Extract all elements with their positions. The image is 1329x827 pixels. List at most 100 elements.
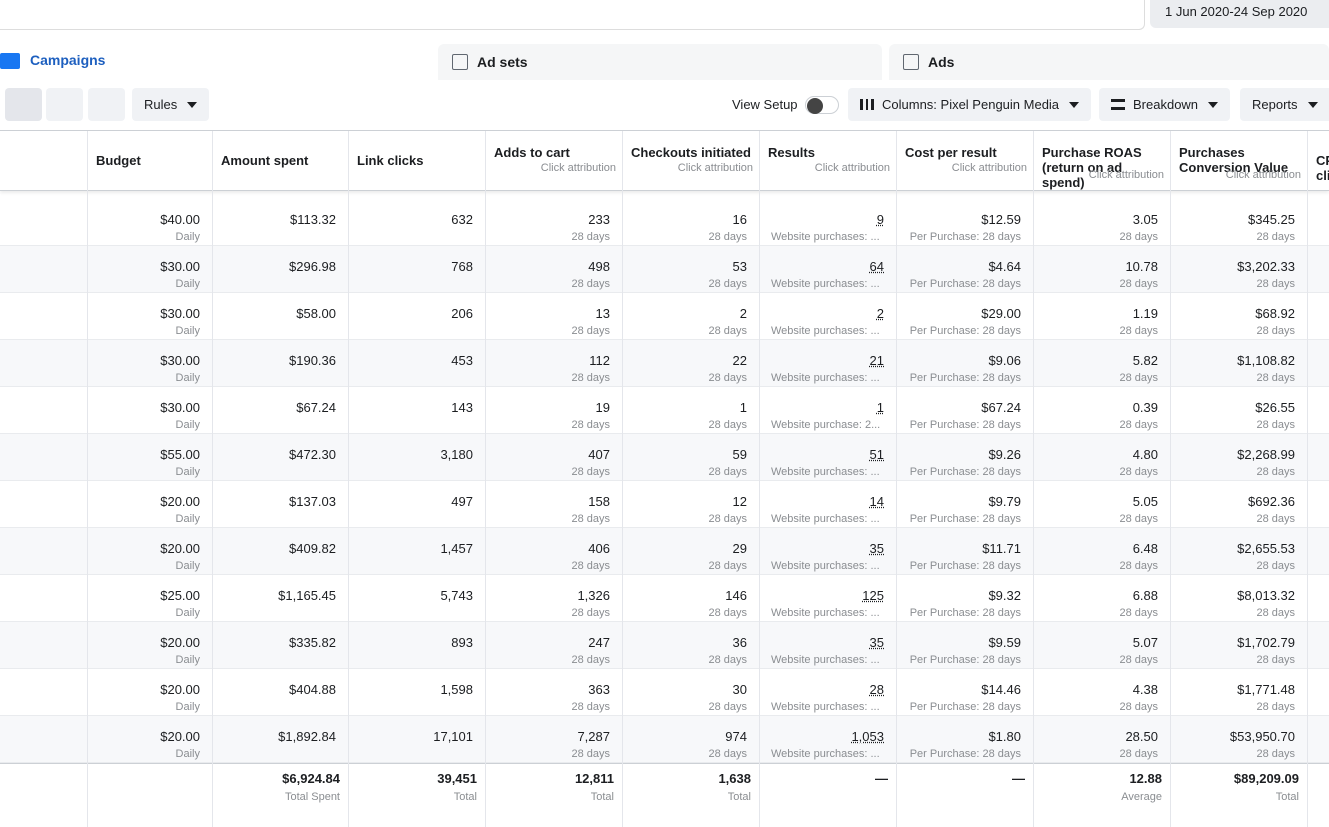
totals-row — [0, 763, 1329, 823]
label: Columns: Pixel Penguin Media — [882, 97, 1060, 112]
cell-value: 13 — [595, 306, 610, 321]
folder-icon — [0, 53, 20, 69]
column-header-sub: Click attribution — [677, 162, 753, 174]
ad-icon — [903, 54, 919, 70]
cell-value: 1,457 — [440, 541, 473, 556]
cell-value: $30.00 — [160, 259, 200, 274]
cell-value: $472.30 — [289, 447, 336, 462]
cell-sub: 28 days — [571, 701, 610, 713]
cell-sub: 28 days — [1256, 607, 1295, 619]
cell-sub: 28 days — [1256, 231, 1295, 243]
view-setup-toggle[interactable] — [805, 96, 839, 114]
cell-value: $53,950.70 — [1229, 729, 1295, 744]
cell-value: $2,655.53 — [1237, 541, 1295, 556]
tab-label: Ads — [928, 54, 955, 70]
cell-sub: Per Purchase: 28 days — [909, 419, 1021, 431]
tab-ads[interactable]: Ads — [889, 44, 1329, 80]
cell-value: 206 — [451, 306, 473, 321]
cell-value: 146 — [725, 588, 747, 603]
column-divider — [1170, 131, 1171, 827]
cell-value: 5.07 — [1132, 635, 1158, 650]
cell-sub: 28 days — [708, 560, 747, 572]
cell-sub: Daily — [175, 701, 200, 713]
columns-button[interactable]: Columns: Pixel Penguin Media — [848, 88, 1092, 121]
reports-button[interactable]: Reports — [1240, 88, 1329, 121]
cell-sub: 28 days — [571, 466, 610, 478]
row — [0, 246, 1329, 293]
cell-value: $9.06 — [988, 353, 1021, 368]
cell-value: 1 — [876, 400, 884, 415]
row — [0, 575, 1329, 622]
cell-value: $1.80 — [988, 729, 1021, 744]
cell-sub: Per Purchase: 28 days — [909, 701, 1021, 713]
cell-value: 28 — [869, 682, 884, 697]
row — [0, 481, 1329, 528]
view-setup-label: View Setup — [732, 97, 798, 112]
breakdown-button[interactable]: Breakdown — [1099, 88, 1231, 121]
cell-sub: Per Purchase: 28 days — [909, 513, 1021, 525]
rules-button[interactable]: Rules — [132, 88, 210, 121]
cell-value: $2,268.99 — [1237, 447, 1295, 462]
cell-sub: 28 days — [708, 278, 747, 290]
cell-value: 406 — [588, 541, 610, 556]
delete-button[interactable] — [5, 88, 42, 121]
cell-sub: 28 days — [1119, 513, 1158, 525]
label: Rules — [144, 97, 178, 112]
cell-value: 7,287 — [577, 729, 610, 744]
cell-value: 407 — [588, 447, 610, 462]
cell-value: 1 — [739, 400, 747, 415]
cell-value: 3.05 — [1132, 212, 1158, 227]
row — [0, 293, 1329, 340]
cell-sub: Daily — [175, 372, 200, 384]
cell-value: $20.00 — [160, 635, 200, 650]
tab-adsets[interactable]: Ad sets — [438, 44, 882, 80]
column-header: Cost per result — [905, 145, 997, 160]
cell-value: 53 — [732, 259, 747, 274]
cell-value: 3,180 — [440, 447, 473, 462]
cell-sub: 28 days — [1119, 560, 1158, 572]
cell-value: 632 — [451, 212, 473, 227]
cell-sub: 28 days — [1119, 278, 1158, 290]
duplicate-button[interactable] — [46, 88, 83, 121]
cell-value: $137.03 — [289, 494, 336, 509]
cell-sub: 28 days — [571, 419, 610, 431]
date-range[interactable]: 1 Jun 2020-24 Sep 2020 — [1150, 0, 1329, 28]
cell-sub: Per Purchase: 28 days — [909, 748, 1021, 760]
cell-value: 64 — [869, 259, 884, 274]
cell-value: $1,108.82 — [1237, 353, 1295, 368]
cell-value: $68.92 — [1255, 306, 1295, 321]
cell-value: $9.32 — [988, 588, 1021, 603]
cell-sub: 28 days — [708, 701, 747, 713]
cell-value: 6.48 — [1132, 541, 1158, 556]
tab-campaigns[interactable]: Campaigns — [0, 40, 432, 82]
label: Reports — [1252, 97, 1298, 112]
total-sub: Total — [590, 791, 614, 803]
cell-sub: 28 days — [1119, 372, 1158, 384]
cell-sub: 28 days — [1119, 654, 1158, 666]
cell-value: 59 — [732, 447, 747, 462]
cell-value: $11.71 — [982, 541, 1021, 556]
cell-value: 1,053 — [851, 729, 884, 744]
column-header: Adds to cart — [494, 145, 570, 160]
cell-value: $404.88 — [289, 682, 336, 697]
cell-sub: Website purchases: ... — [771, 607, 880, 619]
column-divider — [896, 131, 897, 827]
column-header-sub: Click attribution — [1225, 169, 1301, 181]
cell-sub: 28 days — [1119, 325, 1158, 337]
cell-value: $8,013.32 — [1237, 588, 1295, 603]
cell-sub: Website purchases: ... — [771, 748, 880, 760]
cell-sub: Website purchases: ... — [771, 654, 880, 666]
cell-value: $20.00 — [160, 729, 200, 744]
cell-value: 30 — [732, 682, 747, 697]
cell-value: $14.46 — [981, 682, 1021, 697]
total-value: 1,638 — [718, 771, 751, 786]
tag-button[interactable] — [88, 88, 125, 121]
cell-sub: 28 days — [1256, 748, 1295, 760]
cell-sub: Daily — [175, 654, 200, 666]
cell-sub: 28 days — [708, 654, 747, 666]
cell-value: 10.78 — [1125, 259, 1158, 274]
cell-value: $345.25 — [1248, 212, 1295, 227]
table: Delivery Budget Amount spent Link clicks Add… — [0, 130, 1329, 827]
total-value: 39,451 — [437, 771, 477, 786]
column-divider — [759, 131, 760, 827]
